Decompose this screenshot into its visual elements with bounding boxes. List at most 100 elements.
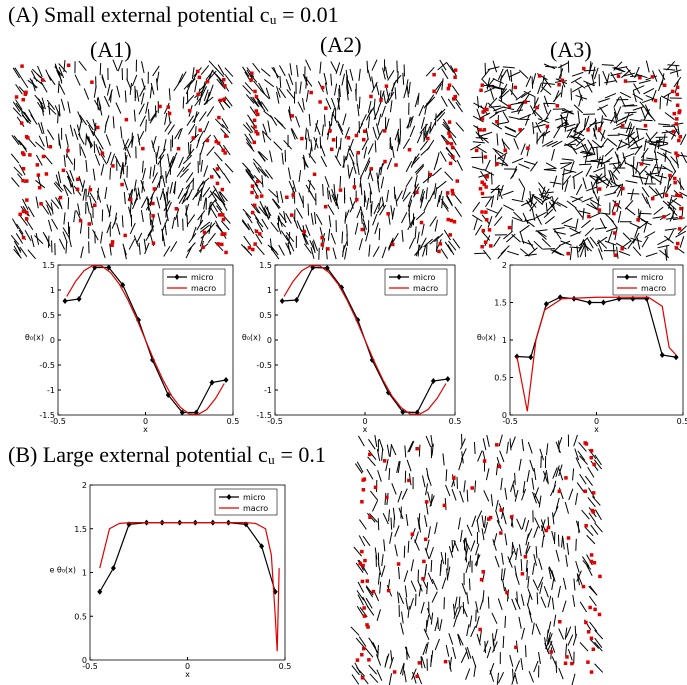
particle: [624, 112, 630, 124]
particle: [421, 475, 426, 488]
particle: [363, 146, 368, 159]
particle: [351, 674, 360, 685]
particle: [425, 66, 435, 77]
particle: [129, 201, 132, 214]
particle: [403, 570, 409, 582]
y-tick-label: 0: [267, 336, 272, 345]
particle: [572, 468, 575, 481]
tracer: [320, 235, 324, 240]
particle: [142, 168, 146, 180]
y-axis-label: θ₀(x): [477, 333, 496, 342]
particle: [638, 79, 651, 84]
particle: [13, 166, 23, 177]
particle: [628, 123, 633, 136]
particle: [586, 203, 598, 210]
particle: [533, 123, 546, 128]
particle: [365, 109, 372, 121]
particle: [290, 128, 296, 140]
particle: [116, 85, 121, 98]
tracer: [445, 191, 450, 195]
particle: [463, 540, 467, 553]
particle: [127, 136, 134, 149]
particle: [206, 106, 215, 117]
tracer: [507, 104, 512, 109]
particle: [424, 547, 430, 560]
particle: [181, 194, 191, 205]
particle: [625, 180, 638, 184]
particle: [575, 184, 583, 196]
particle: [276, 190, 279, 203]
particle: [667, 64, 680, 67]
legend-label: micro: [243, 493, 266, 502]
tracer: [570, 661, 574, 666]
x-axis-label: x: [363, 425, 368, 434]
particle: [567, 648, 573, 661]
particle: [245, 94, 255, 104]
tracer: [361, 563, 365, 568]
particle: [261, 175, 264, 188]
particle: [493, 236, 501, 247]
particle: [92, 118, 97, 131]
tracer: [195, 69, 200, 74]
particle: [645, 132, 653, 144]
particle: [459, 490, 464, 503]
particle: [535, 121, 542, 134]
particle: [66, 175, 73, 188]
tracer: [545, 124, 550, 129]
legend-label: macro: [243, 504, 268, 513]
particle: [525, 541, 530, 554]
tracer: [382, 459, 387, 463]
particle: [389, 656, 394, 669]
particle: [429, 546, 434, 559]
particle: [453, 615, 458, 628]
tracer: [215, 181, 220, 186]
particle: [635, 161, 639, 174]
particle: [591, 158, 604, 162]
particle: [354, 222, 359, 235]
tracer: [591, 491, 596, 495]
particle: [465, 647, 470, 660]
particle: [525, 559, 528, 572]
tracer: [256, 132, 260, 136]
particle: [426, 94, 435, 105]
particle: [515, 127, 525, 137]
tracer: [499, 508, 503, 512]
particle: [147, 109, 150, 122]
particle: [635, 73, 648, 79]
particle: [495, 499, 499, 512]
particle: [406, 85, 409, 98]
particle: [453, 607, 458, 620]
particle: [263, 208, 270, 220]
particle: [446, 62, 455, 73]
particle: [542, 140, 554, 147]
particle: [680, 133, 687, 146]
tracer: [312, 172, 317, 177]
particle: [651, 175, 662, 184]
particle: [424, 102, 428, 115]
particle: [358, 238, 363, 251]
particle: [553, 229, 562, 240]
particle: [381, 565, 386, 578]
particle: [594, 663, 604, 673]
particle: [428, 190, 435, 202]
particle: [133, 109, 136, 122]
particle: [541, 193, 550, 205]
particle: [492, 60, 498, 73]
tracer: [362, 606, 366, 610]
particle: [424, 566, 427, 579]
particle: [348, 153, 355, 165]
particle: [552, 467, 558, 479]
tracer: [485, 107, 489, 112]
particle: [519, 113, 532, 120]
particle: [589, 236, 598, 247]
particle: [490, 494, 494, 507]
tracer: [597, 187, 602, 191]
tracer: [675, 117, 679, 121]
tracer: [443, 659, 448, 664]
particle: [572, 85, 583, 93]
tracer: [290, 114, 294, 118]
tracer: [361, 488, 366, 492]
particle: [345, 148, 350, 161]
particle: [564, 112, 569, 125]
tracer: [662, 215, 666, 219]
